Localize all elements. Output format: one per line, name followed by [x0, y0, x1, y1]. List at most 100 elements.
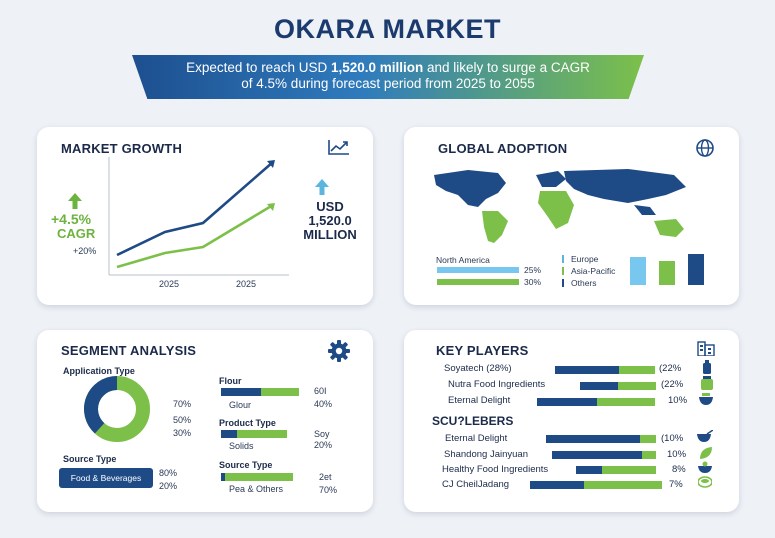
supplier-4-navy-bar	[530, 481, 584, 489]
group-1-navy-bar	[221, 388, 261, 396]
adoption-column-navy	[688, 254, 704, 285]
player-name-3: Eternal Delight	[448, 395, 511, 406]
supplier-3-navy-bar	[576, 466, 602, 474]
small-growth-label: +20%	[73, 246, 97, 256]
group-3-val-2: 70%	[319, 485, 338, 495]
banner-text-c: and likely to surge a CAGR	[423, 60, 590, 75]
food-beverages-button[interactable]: Food & Beverages	[59, 468, 153, 488]
player-pct-3: 10%	[668, 395, 688, 406]
supplier-4-green-bar	[584, 481, 662, 489]
banner-text-a: Expected to reach USD	[186, 60, 331, 75]
group-1-val-1: 60I	[314, 386, 327, 396]
group-2-val-2: 20%	[314, 440, 333, 450]
growth-line-chart	[108, 157, 289, 276]
legend-others: Others	[571, 278, 597, 288]
x-axis-label-2: 2025	[236, 279, 257, 289]
building-icon[interactable]	[697, 340, 715, 356]
group-1-sub: Glour	[229, 400, 252, 410]
africa-shape	[538, 191, 574, 229]
global-adoption-title: GLOBAL ADOPTION	[438, 141, 568, 156]
group-3-heading: Source Type	[219, 460, 273, 470]
adoption-column-green	[659, 261, 675, 285]
player-pct-2: (22%	[661, 379, 684, 390]
x-axis-label-1: 2025	[159, 279, 180, 289]
player-2-navy-bar	[580, 382, 618, 390]
asia-shape	[564, 169, 686, 203]
rice-bowl-icon	[698, 476, 712, 488]
bottle-icon	[703, 360, 711, 374]
usd-line-3: MILLION	[303, 227, 357, 242]
segment-analysis-title: SEGMENT ANALYSIS	[61, 343, 197, 358]
banner-highlight: 1,520.0 million	[330, 60, 424, 75]
key-players-title: KEY PLAYERS	[436, 343, 529, 358]
group-2-heading: Product Type	[219, 418, 276, 428]
source-type-label: Source Type	[63, 454, 117, 464]
bowl-icon	[699, 393, 713, 405]
supplier-pct-4: 7%	[669, 479, 683, 490]
supplier-name-1: Eternal Delight	[445, 433, 508, 444]
jar-icon	[701, 376, 713, 390]
adoption-row-pct-3: 30%	[524, 277, 542, 287]
europe-shape	[536, 171, 566, 187]
player-2-green-bar	[618, 382, 656, 390]
market-growth-card: MARKET GROWTH +4.5% CAGR +20% 2025 2025 …	[37, 127, 373, 305]
supplier-name-3: Healthy Food Ingredients	[442, 464, 549, 475]
adoption-row-pct-2: 25%	[524, 265, 542, 275]
application-type-label: Application Type	[63, 366, 135, 376]
south-america-shape	[482, 211, 508, 243]
legend-marker-europe	[562, 255, 564, 263]
player-name-1: Soyatech (28%)	[444, 363, 512, 374]
green-line-arrowhead	[267, 203, 275, 211]
key-players-card: KEY PLAYERS Soyatech (28%) (22% Nutra Fo…	[404, 330, 739, 512]
segment-analysis-card: SEGMENT ANALYSIS Application Type 70% 50…	[37, 330, 373, 512]
banner-background	[132, 55, 644, 99]
legend-asia-pacific: Asia-Pacific	[571, 266, 616, 276]
supplier-pct-1: (10%	[661, 433, 684, 444]
adoption-column-light-blue	[630, 257, 646, 285]
suppliers-subtitle: SCU?LEBERS	[432, 414, 514, 428]
supplier-2-navy-bar	[552, 451, 642, 459]
group-2-navy-bar	[221, 430, 237, 438]
adoption-bar-2	[437, 279, 519, 285]
supplier-pct-3: 8%	[672, 464, 686, 475]
player-3-navy-bar	[537, 398, 597, 406]
leaf-icon	[700, 447, 712, 459]
supplier-name-4: CJ CheilJadang	[442, 479, 510, 490]
group-2-val-1: Soy	[314, 429, 330, 439]
usd-line-2: 1,520.0	[308, 213, 352, 228]
group-3-green-bar	[225, 473, 293, 481]
application-donut-chart	[84, 376, 150, 442]
adoption-bar-1	[437, 267, 519, 273]
southeast-asia-shape	[634, 205, 656, 215]
group-1-val-2: 40%	[314, 399, 333, 409]
banner-text: Expected to reach USD 1,520.0 million an…	[150, 60, 626, 92]
market-growth-title: MARKET GROWTH	[61, 141, 183, 156]
group-3-navy-bar	[221, 473, 225, 481]
donut-pct-3: 30%	[173, 428, 192, 438]
source-pct-1: 80%	[159, 468, 178, 478]
supplier-1-green-bar	[640, 435, 656, 443]
up-arrow-blue-icon	[315, 179, 329, 195]
group-1-heading: Flour	[219, 376, 242, 386]
group-3-val-1: 2et	[319, 472, 332, 482]
page-title: OKARA MARKET	[274, 14, 501, 44]
legend-marker-others	[562, 279, 564, 287]
globe-icon[interactable]	[695, 138, 715, 158]
gear-icon[interactable]	[328, 340, 350, 362]
group-1-green-bar	[261, 388, 299, 396]
player-1-navy-bar	[555, 366, 619, 374]
adoption-row-label-1: North America	[436, 255, 490, 265]
trend-chart-icon[interactable]	[327, 138, 351, 156]
bowl-spoon-icon	[697, 430, 713, 442]
group-3-sub: Pea & Others	[229, 484, 284, 494]
player-name-2: Nutra Food Ingredients	[448, 379, 546, 390]
cagr-value: +4.5%	[51, 211, 92, 227]
legend-europe: Europe	[571, 254, 599, 264]
green-growth-line	[116, 203, 274, 269]
usd-line-1: USD	[316, 199, 344, 214]
donut-pct-1: 70%	[173, 399, 192, 409]
up-arrow-green-icon	[68, 193, 82, 209]
donut-navy-arc	[84, 376, 118, 434]
group-2-green-bar	[237, 430, 287, 438]
supplier-3-green-bar	[602, 466, 656, 474]
